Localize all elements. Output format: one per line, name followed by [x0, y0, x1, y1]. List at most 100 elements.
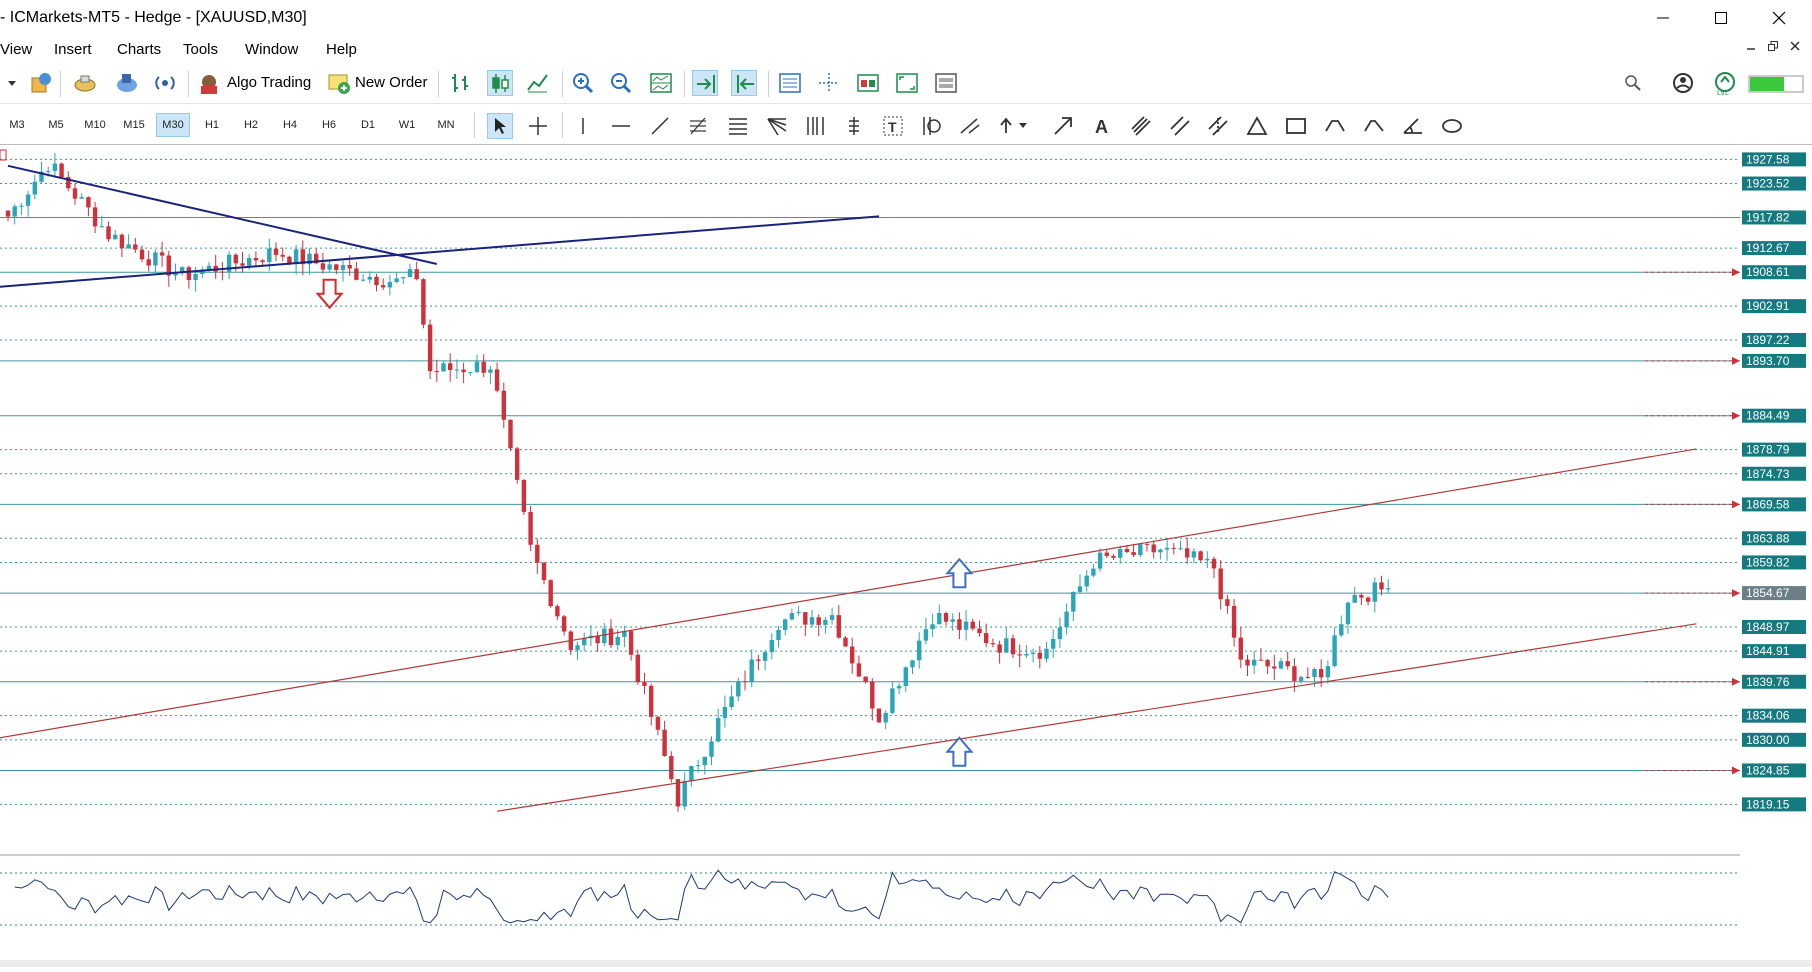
- crosshair-icon[interactable]: [816, 70, 842, 96]
- timeframe-m15[interactable]: M15: [123, 119, 145, 131]
- mdi-minimize-button[interactable]: [1745, 40, 1757, 55]
- timeframe-h6[interactable]: H6: [321, 119, 337, 131]
- mdi-close-button[interactable]: [1789, 40, 1801, 55]
- candlestick-chart-icon[interactable]: [487, 70, 513, 96]
- arrow-tool[interactable]: [1050, 113, 1076, 139]
- menu-view[interactable]: View: [0, 41, 33, 58]
- std-deviation-channel-tool[interactable]: [1167, 113, 1193, 139]
- account-icon[interactable]: [1670, 70, 1696, 96]
- tile-windows-icon[interactable]: [648, 70, 674, 96]
- fibonacci-fan-tool[interactable]: [764, 113, 790, 139]
- cursor-tool[interactable]: [487, 113, 513, 139]
- candle-body: [360, 279, 366, 281]
- menu-help[interactable]: Help: [326, 41, 357, 58]
- auto-scroll-icon[interactable]: [692, 70, 718, 96]
- timeframe-m30[interactable]: M30: [156, 113, 190, 137]
- fibonacci-arcs-tool[interactable]: [841, 113, 867, 139]
- algo-trading-icon[interactable]: [196, 70, 222, 96]
- rectangle-tool[interactable]: [1283, 113, 1309, 139]
- candle-body: [602, 628, 607, 644]
- svg-text:LVL: LVL: [1717, 90, 1729, 96]
- algo-trading-button[interactable]: Algo Trading: [227, 74, 312, 91]
- timeframe-h1[interactable]: H1: [204, 119, 220, 131]
- price-label-box: [1742, 555, 1806, 570]
- elliott-wave-tool[interactable]: [1322, 113, 1348, 139]
- menu-window[interactable]: Window: [245, 41, 299, 58]
- fibonacci-expansion-icon: [690, 117, 706, 135]
- price-label-box: [1742, 442, 1806, 457]
- signal-icon[interactable]: [152, 70, 178, 96]
- chart-shift-icon[interactable]: [731, 70, 757, 96]
- candle-body: [695, 765, 701, 767]
- vertical-line-tool[interactable]: [570, 113, 596, 139]
- crosshair-tool[interactable]: [525, 113, 551, 139]
- candle-body: [937, 613, 942, 625]
- ellipse-tool[interactable]: [1439, 113, 1465, 139]
- triangle-tool[interactable]: [1244, 113, 1270, 139]
- menu-insert[interactable]: Insert: [54, 41, 92, 58]
- chart-canvas[interactable]: 1927.58 1923.52 1917.82 1912.67 1908.61 1902.…: [0, 145, 1812, 967]
- minimize-icon: [1657, 17, 1669, 19]
- market-watch-icon[interactable]: [28, 70, 54, 96]
- price-label: 1897.22: [1746, 333, 1790, 347]
- bar-chart-icon[interactable]: [448, 70, 474, 96]
- equidistant-channel-icon: [1131, 116, 1151, 136]
- cloud-icon[interactable]: [114, 70, 140, 96]
- candle-body: [1245, 659, 1250, 666]
- candle-body: [783, 619, 788, 630]
- price-label-box: [1742, 644, 1806, 659]
- fibonacci-retracement-tool[interactable]: [725, 113, 751, 139]
- elliott-correction-tool[interactable]: [1361, 113, 1387, 139]
- regression-channel-tool[interactable]: [1205, 113, 1231, 139]
- equidistant-channel-tool[interactable]: [1128, 113, 1154, 139]
- zoom-out-icon[interactable]: [608, 70, 634, 96]
- new-order-icon[interactable]: [326, 70, 352, 96]
- candle-body: [615, 636, 620, 646]
- line-chart-icon[interactable]: [525, 70, 551, 96]
- text-tool[interactable]: T: [880, 113, 906, 139]
- cycle-lines-tool[interactable]: [919, 113, 945, 139]
- fullscreen-icon[interactable]: [894, 70, 920, 96]
- fibonacci-time-zones-tool[interactable]: [803, 113, 829, 139]
- candle-body: [1185, 548, 1190, 558]
- angle-tool[interactable]: [1400, 113, 1426, 139]
- close-button[interactable]: [1756, 0, 1802, 36]
- candle-body: [86, 197, 91, 208]
- chart-area[interactable]: 1927.58 1923.52 1917.82 1912.67 1908.61 1902.…: [0, 145, 1812, 967]
- candle-body: [870, 681, 875, 709]
- trend-line-tool[interactable]: [647, 113, 673, 139]
- vps-icon[interactable]: LVL: [1711, 70, 1741, 96]
- candle-body: [66, 177, 71, 189]
- new-order-button[interactable]: New Order: [355, 74, 428, 91]
- fibonacci-expansion-tool[interactable]: [686, 113, 712, 139]
- horizontal-line-tool[interactable]: [608, 113, 634, 139]
- timeframe-h4[interactable]: H4: [282, 119, 298, 131]
- search-icon[interactable]: [1620, 70, 1646, 96]
- candle-body: [722, 706, 728, 719]
- navigator-icon[interactable]: [72, 70, 98, 96]
- timeframe-mn[interactable]: MN: [437, 119, 455, 131]
- candle-body: [307, 253, 312, 265]
- zoom-in-icon[interactable]: [570, 70, 596, 96]
- timeframe-m3[interactable]: M3: [9, 119, 25, 131]
- mdi-restore-button[interactable]: [1767, 40, 1779, 55]
- arrows-tool[interactable]: [995, 113, 1035, 139]
- trade-panel-icon[interactable]: [855, 70, 881, 96]
- timeframe-w1[interactable]: W1: [398, 119, 416, 131]
- candle-body: [1258, 659, 1264, 661]
- timeframe-m5[interactable]: M5: [48, 119, 64, 131]
- timeframe-h2[interactable]: H2: [243, 119, 259, 131]
- candle-body: [253, 257, 259, 261]
- timeframe-m10[interactable]: M10: [84, 119, 106, 131]
- timeframe-d1[interactable]: D1: [360, 119, 376, 131]
- indicators-list-icon[interactable]: [777, 70, 803, 96]
- label-tool[interactable]: A: [1089, 113, 1115, 139]
- menu-tools[interactable]: Tools: [183, 41, 219, 58]
- minimize-button[interactable]: [1640, 0, 1686, 36]
- templates-icon[interactable]: [933, 70, 959, 96]
- timeframe-and-drawing-toolbar: M3 M5 M10 M15 M30 H1 H2 H4 H6 D1 W1 MN T: [0, 104, 1812, 145]
- maximize-button[interactable]: [1698, 0, 1744, 36]
- menu-charts[interactable]: Charts: [117, 41, 162, 58]
- gann-line-tool[interactable]: [957, 113, 983, 139]
- dropdown-arrow-icon[interactable]: [0, 70, 18, 96]
